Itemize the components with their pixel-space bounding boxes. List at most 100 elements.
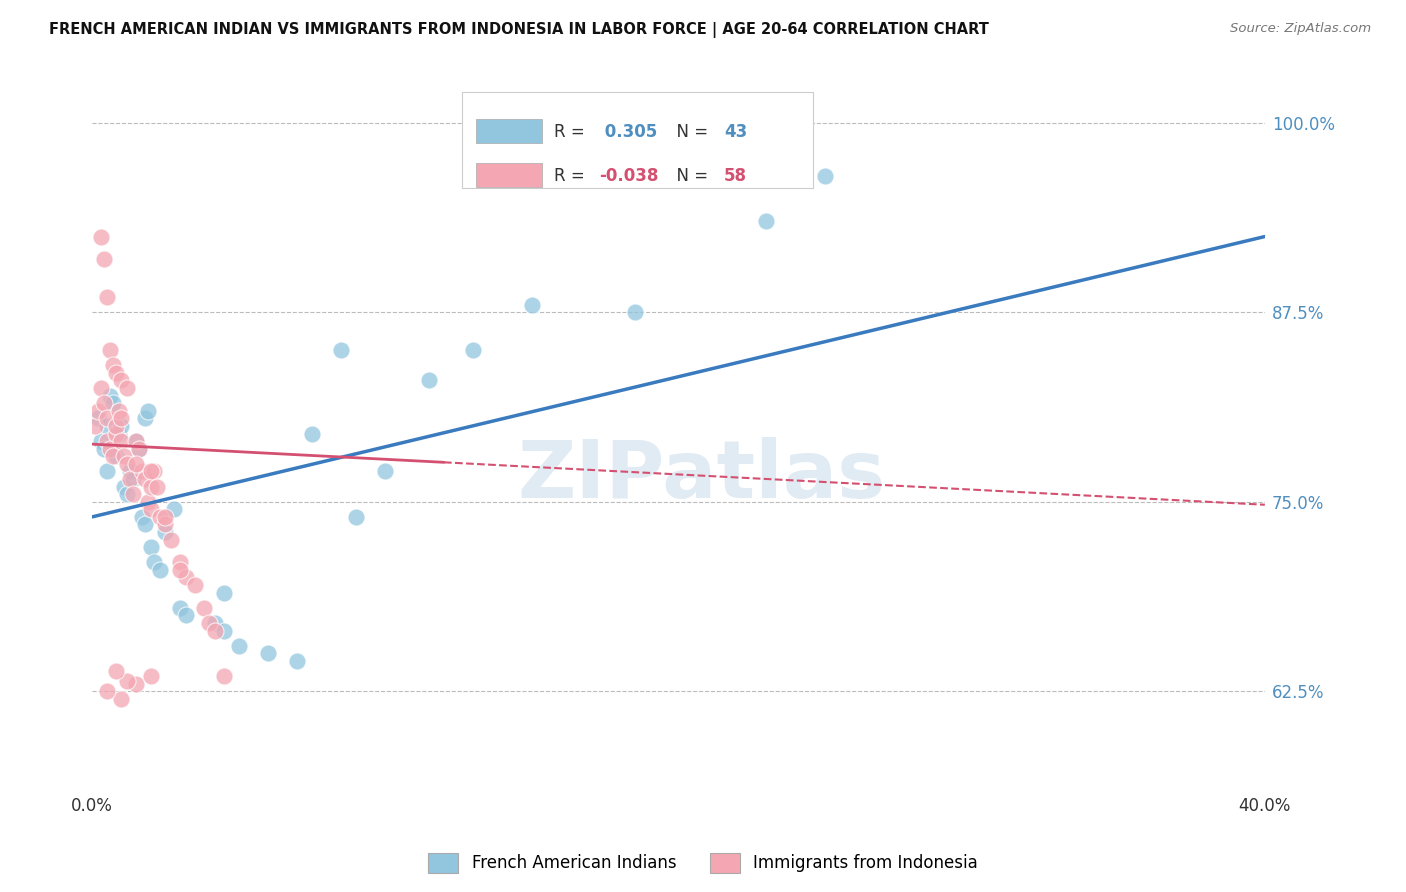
Point <box>107 426 129 441</box>
Point <box>136 494 159 508</box>
Point <box>301 426 323 441</box>
Point <box>814 169 837 183</box>
Point <box>418 374 440 388</box>
Point <box>117 673 139 688</box>
Point <box>110 691 132 706</box>
Point <box>142 464 165 478</box>
Point <box>117 381 139 395</box>
Point <box>122 487 145 501</box>
Point <box>101 449 124 463</box>
Text: ZIPatlas: ZIPatlas <box>517 437 886 516</box>
Point <box>184 578 207 592</box>
Point <box>169 563 191 577</box>
Point <box>169 555 191 569</box>
Point <box>122 472 145 486</box>
Point <box>98 343 121 358</box>
Point <box>155 524 177 539</box>
Point <box>139 479 162 493</box>
Point <box>112 449 135 463</box>
Point <box>96 290 118 304</box>
Point <box>90 381 112 395</box>
FancyBboxPatch shape <box>475 162 543 187</box>
Point <box>98 389 121 403</box>
Point <box>90 434 112 449</box>
Text: N =: N = <box>665 168 713 186</box>
Point <box>212 585 235 599</box>
Point <box>139 464 162 478</box>
Point <box>134 411 156 425</box>
Point <box>117 487 139 501</box>
Point <box>228 639 250 653</box>
Point <box>134 472 156 486</box>
Point <box>107 404 129 418</box>
Point <box>330 343 353 358</box>
Point <box>163 502 186 516</box>
Point <box>117 457 139 471</box>
Point <box>110 374 132 388</box>
Point <box>101 396 124 410</box>
Point <box>96 419 118 434</box>
Point <box>204 624 226 638</box>
Point <box>120 464 142 478</box>
Point <box>104 665 127 679</box>
Point <box>155 517 177 532</box>
Point <box>139 502 162 516</box>
Point <box>125 434 148 449</box>
Point <box>104 449 127 463</box>
Point <box>98 442 121 456</box>
Point <box>104 419 127 434</box>
Point <box>169 600 191 615</box>
Point <box>174 570 197 584</box>
Point <box>198 615 221 630</box>
Point <box>93 396 115 410</box>
Point <box>160 533 183 547</box>
Point <box>125 676 148 690</box>
Point <box>93 442 115 456</box>
Point <box>287 654 309 668</box>
Text: -0.038: -0.038 <box>599 168 658 186</box>
Point <box>87 411 110 425</box>
Point <box>755 214 778 228</box>
Point <box>96 684 118 698</box>
Point <box>110 411 132 425</box>
Point <box>87 404 110 418</box>
Point <box>623 305 645 319</box>
Point <box>463 343 485 358</box>
Point <box>139 669 162 683</box>
Text: 0.305: 0.305 <box>599 123 657 141</box>
Text: FRENCH AMERICAN INDIAN VS IMMIGRANTS FROM INDONESIA IN LABOR FORCE | AGE 20-64 C: FRENCH AMERICAN INDIAN VS IMMIGRANTS FRO… <box>49 22 988 38</box>
Point <box>104 426 127 441</box>
Point <box>93 252 115 267</box>
Point <box>131 464 153 478</box>
Point <box>212 624 235 638</box>
Point <box>520 298 543 312</box>
Point <box>110 419 132 434</box>
Text: R =: R = <box>554 123 591 141</box>
Point <box>139 540 162 554</box>
Point <box>90 229 112 244</box>
Text: Source: ZipAtlas.com: Source: ZipAtlas.com <box>1230 22 1371 36</box>
Point <box>134 517 156 532</box>
Point <box>204 615 226 630</box>
Point <box>212 669 235 683</box>
Legend: French American Indians, Immigrants from Indonesia: French American Indians, Immigrants from… <box>422 847 984 880</box>
Point <box>374 464 396 478</box>
Point <box>257 646 280 660</box>
Point <box>84 419 107 434</box>
Point <box>128 442 150 456</box>
Point <box>112 479 135 493</box>
Point <box>136 404 159 418</box>
Point <box>344 509 367 524</box>
Point <box>96 411 118 425</box>
Point <box>96 434 118 449</box>
Point <box>155 509 177 524</box>
Point <box>101 359 124 373</box>
FancyBboxPatch shape <box>475 119 543 143</box>
Point <box>131 509 153 524</box>
Point <box>128 442 150 456</box>
Point <box>104 366 127 380</box>
Point <box>96 464 118 478</box>
Point <box>145 479 167 493</box>
Point <box>174 608 197 623</box>
Point <box>149 563 172 577</box>
